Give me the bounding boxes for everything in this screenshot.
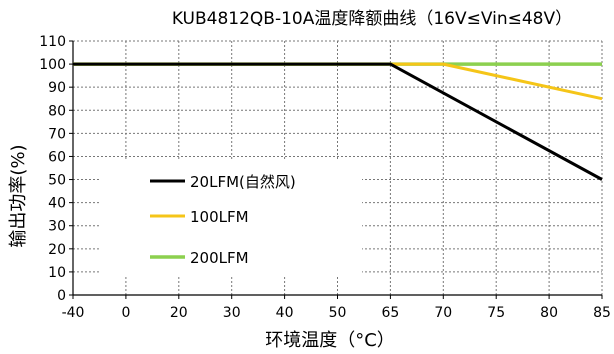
y-tick-label: 30	[48, 219, 66, 235]
x-tick-label: 75	[487, 305, 505, 321]
legend-label: 100LFM	[190, 208, 249, 226]
series-line	[73, 62, 603, 181]
x-tick-label: 80	[540, 305, 558, 321]
y-tick-label: 20	[48, 242, 66, 258]
y-tick-label: 60	[48, 149, 66, 165]
legend-background	[100, 160, 362, 275]
y-tick-label: 70	[48, 126, 66, 142]
y-tick-label: 0	[57, 288, 66, 304]
y-tick-label: 50	[48, 173, 66, 189]
x-tick-labels: -40 0 20 30 40 50 65 70 75 80 85	[62, 305, 611, 321]
x-axis-title: 环境温度（°C）	[265, 330, 395, 351]
x-tick-label: 30	[223, 305, 241, 321]
x-tick-label: 20	[170, 305, 188, 321]
y-axis-title: 输出功率(%)	[8, 144, 29, 247]
x-tick-label: 70	[434, 305, 452, 321]
legend-label: 200LFM	[190, 249, 249, 267]
x-tick-label: -40	[62, 305, 85, 321]
y-tick-label: 80	[48, 103, 66, 119]
legend: 20LFM(自然风) 100LFM 200LFM	[100, 160, 362, 275]
y-tick-label: 40	[48, 196, 66, 212]
legend-label: 20LFM(自然风)	[190, 173, 296, 191]
y-tick-label: 100	[39, 57, 66, 73]
chart-title: KUB4812QB-10A温度降额曲线（16V≤Vin≤48V）	[172, 9, 572, 29]
axes	[69, 40, 603, 299]
x-tick-label: 40	[276, 305, 294, 321]
y-tick-label: 10	[48, 265, 66, 281]
series-lines	[73, 62, 603, 181]
y-tick-label: 110	[39, 34, 66, 50]
x-tick-label: 65	[381, 305, 399, 321]
y-tick-labels: 0 10 20 30 40 50 60 70 80 90 100 110	[39, 34, 66, 304]
y-tick-label: 90	[48, 80, 66, 96]
x-tick-label: 85	[593, 305, 611, 321]
x-tick-label: 0	[121, 305, 130, 321]
x-tick-label: 50	[329, 305, 347, 321]
